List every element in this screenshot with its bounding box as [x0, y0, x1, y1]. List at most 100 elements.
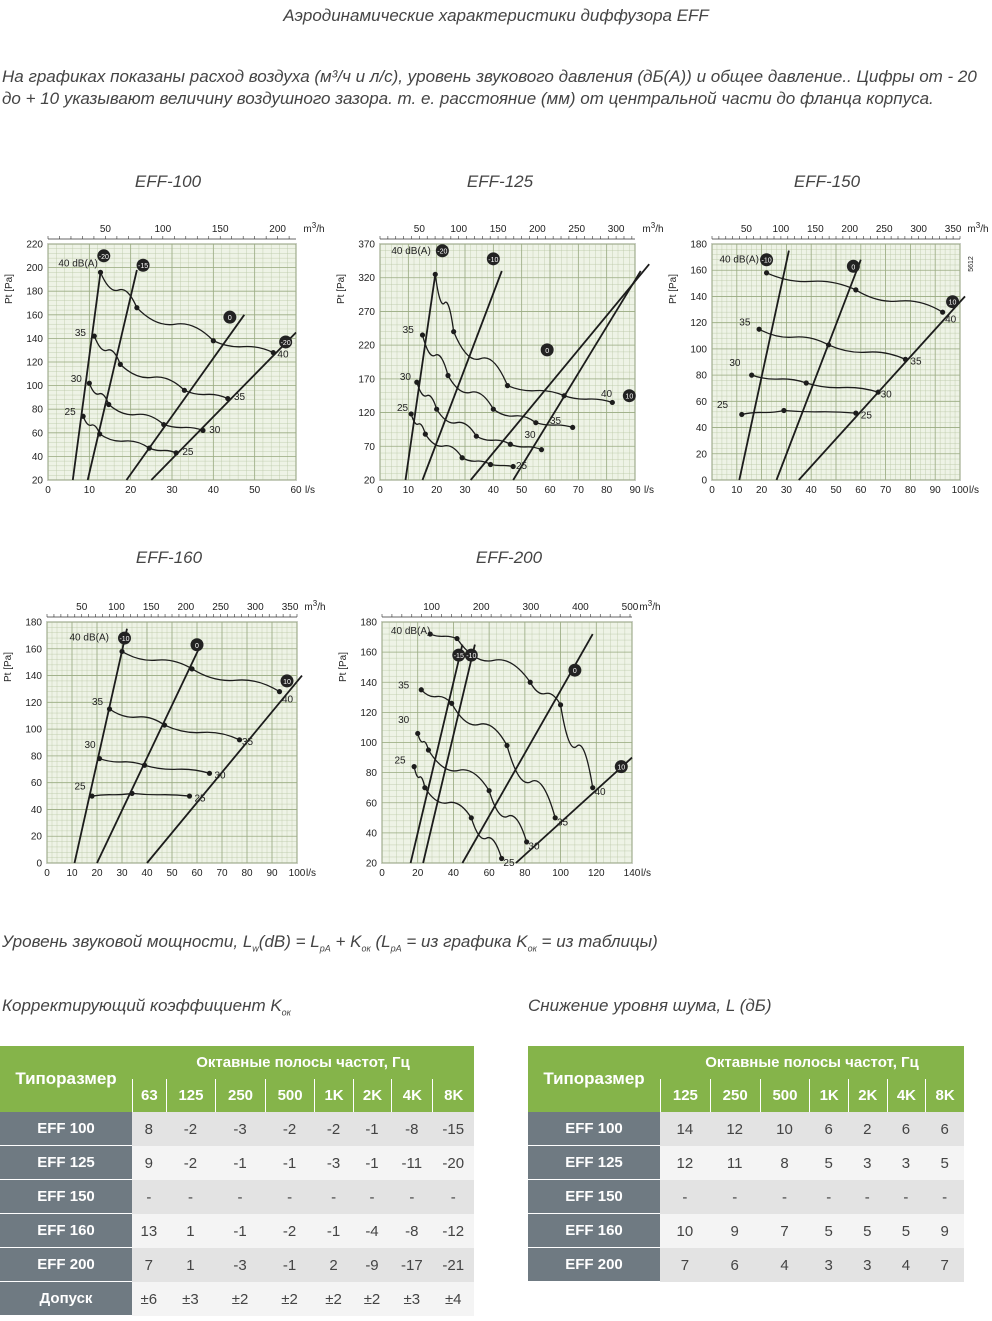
db-label: 30: [525, 430, 537, 441]
db-label: 30: [209, 425, 221, 436]
x2-tick-label: 50: [76, 602, 88, 613]
k-table-band-8K: 8K: [432, 1079, 474, 1112]
gap-badge-label: 10: [617, 765, 625, 772]
x2-tick-label: 100: [108, 602, 125, 613]
table-cell: 6: [925, 1112, 964, 1146]
x-tick-label: 60: [191, 868, 203, 879]
y-tick-label: 40: [31, 805, 43, 816]
k-table-band-header: Октавные полосы частот, Гц: [132, 1046, 474, 1079]
db-curve: [417, 733, 528, 843]
gap-badge-label: 0: [851, 264, 855, 271]
gap-badge: [486, 252, 500, 266]
y-tick-label: 100: [25, 725, 42, 736]
db-label: 40: [945, 315, 957, 326]
db-point: [781, 407, 787, 414]
db-point: [557, 702, 564, 708]
db-point: [181, 387, 187, 393]
table-cell: -: [165, 1180, 216, 1214]
x-tick-label: 100: [289, 868, 306, 879]
db-curve: [93, 335, 229, 400]
gap-badge: [223, 310, 237, 324]
table-cell: 1: [165, 1248, 216, 1282]
gap-badge: [946, 295, 960, 309]
x-tick-label: 10: [66, 868, 78, 879]
table-cell: 12: [660, 1146, 710, 1180]
db-point: [161, 421, 167, 428]
y-tick-label: 120: [690, 318, 707, 329]
db-point: [119, 648, 125, 655]
db-point: [129, 790, 135, 796]
y-tick-label: 140: [26, 334, 43, 345]
y-tick-label: 40: [32, 452, 44, 463]
x2-tick-label: 50: [414, 224, 426, 235]
db-point: [533, 420, 539, 426]
table-cell: 3: [848, 1146, 887, 1180]
table-cell: -9: [352, 1248, 392, 1282]
x-tick-label: 50: [166, 868, 178, 879]
gap-badge-label: -10: [488, 257, 498, 264]
gap-badge-label: -10: [761, 258, 771, 265]
db-label: 40 dB(A): [70, 633, 109, 644]
k-table-title: Корректирующий коэффициент Kок: [2, 996, 291, 1018]
l-table-band-500: 500: [759, 1079, 810, 1112]
table-cell: 7: [925, 1248, 964, 1282]
db-point: [853, 287, 859, 293]
gap-badge: [540, 343, 554, 357]
x-tick-label: 40: [208, 485, 220, 496]
db-point: [422, 431, 428, 437]
x2-tick-label: 200: [841, 224, 858, 235]
table-cell: -2: [165, 1146, 216, 1180]
table-cell: 2: [848, 1112, 887, 1146]
db-point: [146, 445, 152, 451]
db-label: 25: [397, 403, 409, 414]
y-tick-label: 180: [690, 240, 707, 251]
table-cell: ±4: [432, 1282, 474, 1316]
x-tick-label: 100: [552, 868, 569, 879]
y-tick-label: 20: [364, 476, 376, 487]
db-label: 40: [277, 349, 289, 360]
table-cell: ±6: [132, 1282, 166, 1316]
db-label: 35: [242, 737, 254, 748]
gap-line-10: [515, 756, 633, 864]
db-point: [419, 332, 426, 338]
x-axis-label: l/s: [644, 485, 654, 496]
db-point: [96, 755, 103, 762]
table-cell: 5: [848, 1214, 887, 1248]
gap-badge-label: -15: [138, 263, 148, 270]
chart-title-eff200: EFF-200: [475, 548, 543, 567]
y-tick-label: 40: [366, 828, 378, 839]
gap-badge: [760, 253, 774, 267]
db-point: [561, 393, 567, 399]
x2-axis-label: m3/h: [639, 599, 660, 613]
x-tick-label: 60: [544, 485, 556, 496]
db-label: 25: [861, 410, 873, 421]
l-table-band-4K: 4K: [886, 1079, 926, 1112]
y-tick-label: 180: [360, 618, 377, 629]
gap-badge-label: 0: [195, 643, 199, 650]
db-point: [91, 333, 97, 339]
x-tick-label: 30: [166, 485, 178, 496]
x2-tick-label: 100: [773, 224, 790, 235]
x2-tick-label: 250: [212, 602, 229, 613]
db-label: 40 dB(A): [391, 246, 430, 257]
table-cell: -2: [314, 1112, 353, 1146]
y-tick-label: 100: [360, 738, 377, 749]
db-label: 30: [881, 389, 893, 400]
x-axis-label: l/s: [969, 485, 979, 496]
x-tick-label: 10: [84, 485, 96, 496]
row-name: EFF 150: [0, 1180, 132, 1214]
l-table-band-125: 125: [660, 1079, 710, 1112]
gap-badge-label: 10: [625, 394, 633, 401]
y-tick-label: 20: [31, 832, 43, 843]
x-tick-label: 90: [629, 485, 641, 496]
gap-line-0: [125, 314, 246, 481]
db-point: [86, 380, 92, 386]
side-note: 5612: [968, 256, 975, 272]
row-name: EFF 100: [0, 1112, 132, 1146]
y-tick-label: 80: [366, 768, 378, 779]
table-cell: -1: [352, 1112, 392, 1146]
y-axis-label: Pt [Pa]: [338, 652, 349, 682]
db-point: [427, 631, 433, 637]
gap-badge-label: 0: [228, 315, 232, 322]
db-point: [408, 411, 414, 417]
